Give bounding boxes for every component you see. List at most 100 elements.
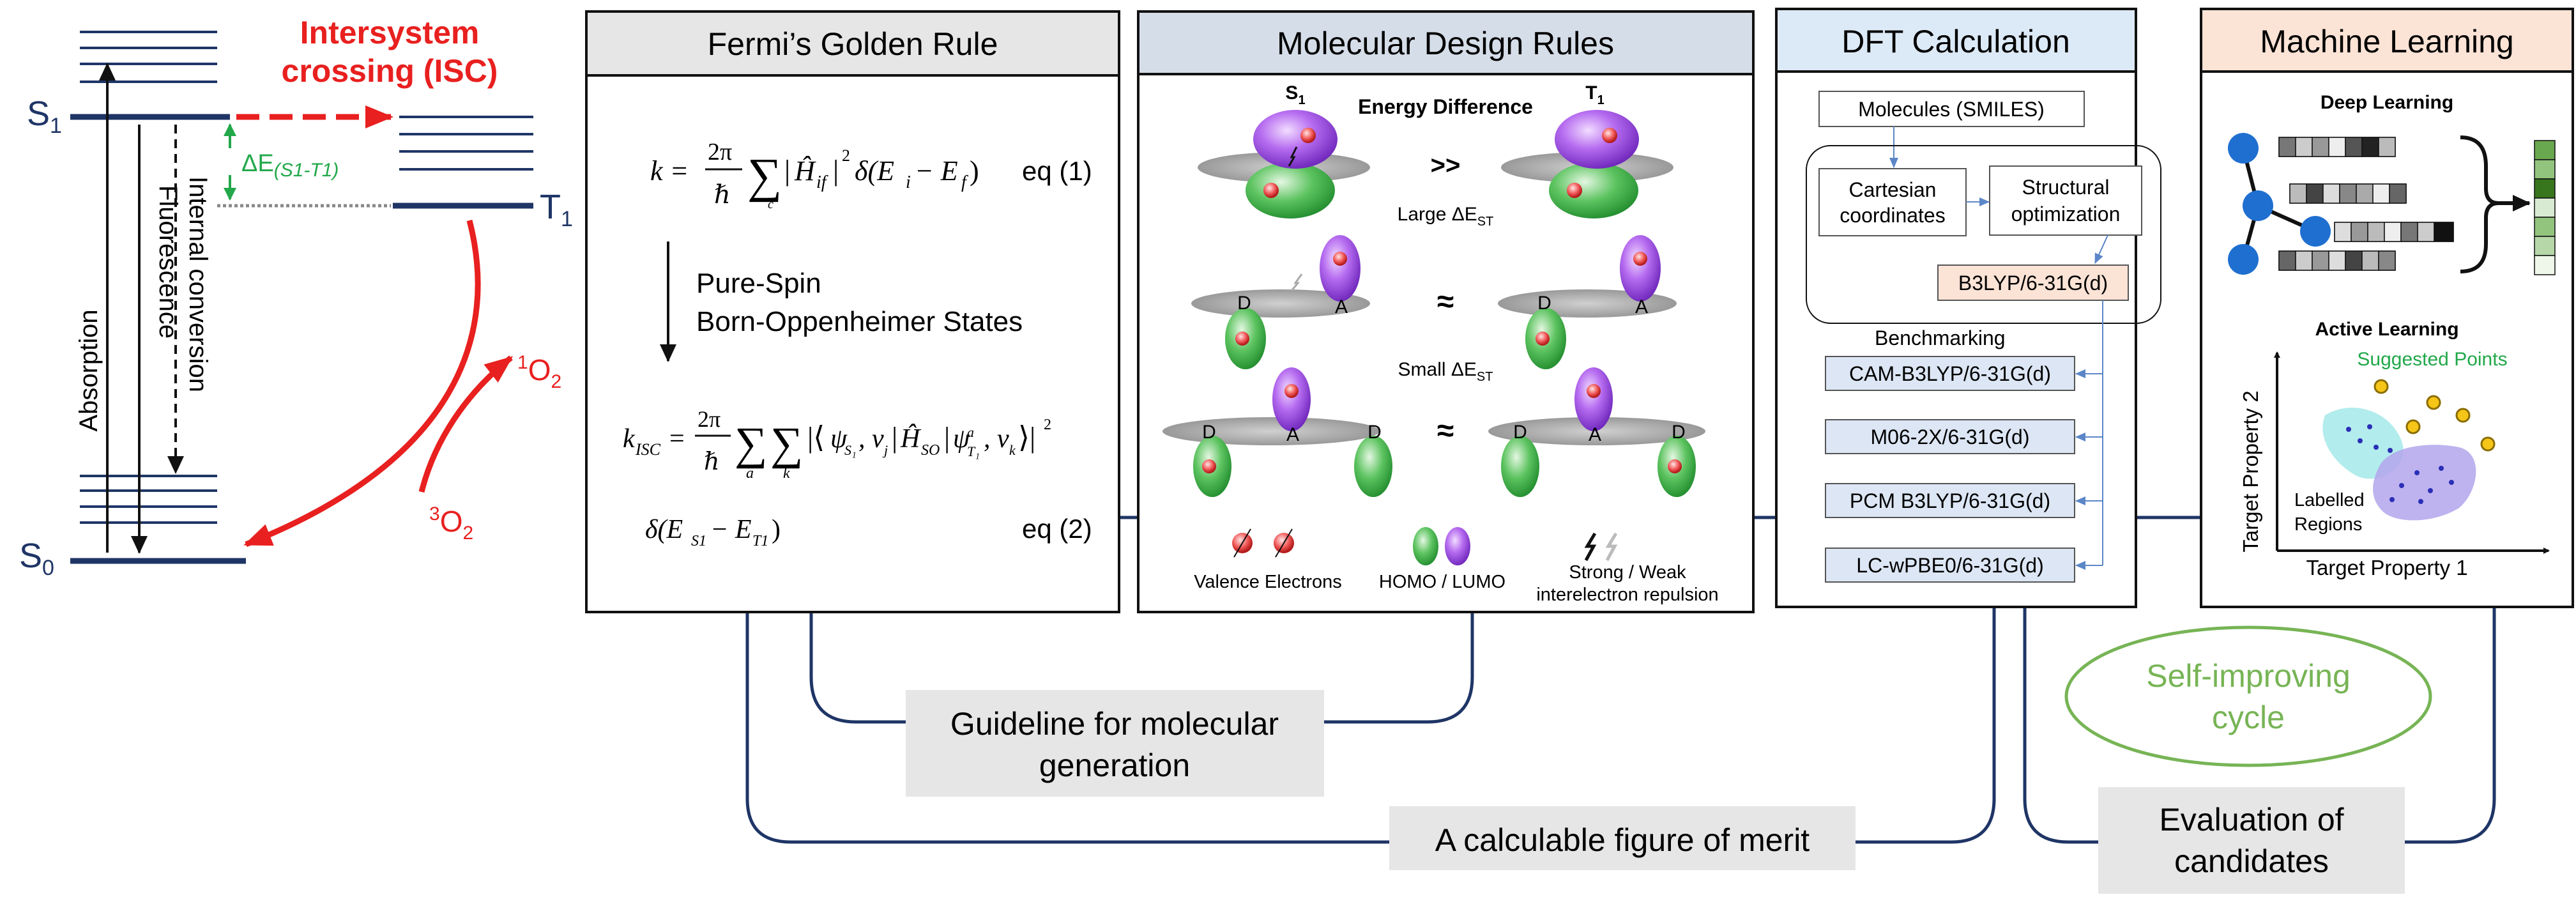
svg-text:A: A bbox=[1589, 424, 1601, 445]
oxygen-excitation-curve bbox=[418, 355, 514, 493]
optimization-group bbox=[1806, 145, 2161, 324]
t1-label: T1 bbox=[540, 188, 573, 231]
svg-text:D: D bbox=[1672, 422, 1686, 443]
svg-text:if: if bbox=[816, 172, 828, 192]
dft-title: DFT Calculation bbox=[1841, 24, 2070, 59]
svg-text:k =: k = bbox=[650, 155, 689, 187]
svg-text:, ν: , ν bbox=[858, 424, 884, 454]
fermi-title: Fermi’s Golden Rule bbox=[708, 26, 998, 62]
method-box bbox=[1825, 483, 2075, 518]
svg-text:|: | bbox=[892, 421, 897, 454]
s1-vibrational-levels bbox=[80, 31, 217, 83]
t1-state-label: T1 bbox=[1585, 82, 1604, 107]
equation-2: k ISC = 2π ℏ ∑ a ∑ k |⟨ ψ S₁ , ν j | Ĥ S… bbox=[623, 406, 1051, 549]
svg-text:2π: 2π bbox=[708, 139, 732, 165]
legend-homo-lumo: HOMO / LUMO bbox=[1379, 572, 1505, 592]
method-box bbox=[1825, 356, 2075, 391]
s1-label: S1 bbox=[27, 95, 62, 138]
absorption-label: Absorption bbox=[75, 309, 103, 431]
suggested-points bbox=[2374, 379, 2496, 452]
svg-text:=: = bbox=[669, 424, 685, 454]
svg-text:2π: 2π bbox=[697, 406, 720, 432]
molecules-label: Molecules (SMILES) bbox=[1858, 98, 2045, 121]
svg-text:i: i bbox=[906, 172, 911, 192]
large-gap-t1-molecule bbox=[1501, 110, 1673, 218]
self-improving-cycle-badge: Self-improving cycle bbox=[2064, 625, 2432, 767]
small-gap-t1-molecule: D A bbox=[1498, 235, 1677, 369]
svg-text:c: c bbox=[768, 197, 774, 211]
approx-sign-1: ≈ bbox=[1437, 285, 1454, 319]
figure-of-merit-note: A calculable figure of merit bbox=[1389, 806, 1856, 870]
design-panel: Molecular Design Rules S1 T1 Energy Diff… bbox=[1137, 10, 1755, 613]
svg-text:− E: − E bbox=[710, 515, 752, 544]
svg-text:A: A bbox=[1335, 296, 1348, 318]
delta-e-label: ΔE(S1-T1) bbox=[241, 150, 339, 181]
svg-text:∑: ∑ bbox=[770, 418, 803, 469]
eq1-label: eq (1) bbox=[1022, 156, 1092, 186]
molecules-box bbox=[1818, 91, 2085, 127]
svg-text:δ(E: δ(E bbox=[855, 155, 894, 187]
internal-conversion-label: Internal conversion bbox=[184, 176, 212, 392]
svg-text:δ(E: δ(E bbox=[645, 515, 683, 544]
benchmarking-label: Benchmarking bbox=[1875, 326, 2006, 349]
legend-repulsion-line1: Strong / Weak bbox=[1569, 562, 1686, 583]
suggested-points-label: Suggested Points bbox=[2357, 349, 2507, 370]
b3lyp-label: B3LYP/6-31G(d) bbox=[1958, 272, 2108, 295]
phosphorescence-energy-transfer-curve bbox=[243, 219, 481, 548]
svg-text:ψ: ψ bbox=[830, 424, 848, 454]
svg-text:A: A bbox=[1635, 296, 1648, 318]
deep-learning-label: Deep Learning bbox=[2321, 92, 2453, 113]
svg-text:): ) bbox=[772, 515, 781, 544]
feature-vectors bbox=[2278, 137, 2454, 271]
y-axis-label: Target Property 2 bbox=[2239, 390, 2262, 552]
molecular-graph-icon bbox=[2228, 133, 2331, 275]
guideline-line2: generation bbox=[1039, 747, 1190, 783]
homo-lumo-legend-icon bbox=[1413, 527, 1470, 565]
structural-line1: Structural bbox=[2022, 176, 2110, 199]
large-delta-label: Large ΔEST bbox=[1398, 204, 1494, 229]
figure-of-merit-label: A calculable figure of merit bbox=[1435, 822, 1810, 858]
method-box bbox=[1825, 419, 2075, 454]
svg-text:D: D bbox=[1537, 293, 1551, 314]
active-learning-label: Active Learning bbox=[2315, 319, 2458, 340]
labelled-points bbox=[2346, 424, 2454, 504]
t1-vibrational-levels bbox=[399, 116, 533, 171]
fermi-header bbox=[585, 10, 1120, 77]
transform-line2: Born-Oppenheimer States bbox=[696, 306, 1023, 337]
s1-state-label: S1 bbox=[1285, 82, 1305, 107]
svg-text:Ĥ: Ĥ bbox=[794, 155, 816, 187]
fluorescence-label: Fluorescence bbox=[154, 185, 182, 339]
svg-text:k: k bbox=[623, 424, 636, 454]
svg-text:2: 2 bbox=[842, 146, 850, 165]
svg-text:D: D bbox=[1237, 293, 1251, 314]
equation-1: k = 2π ℏ ∑ c | Ĥ if | 2 δ(E i − E f ) bbox=[650, 139, 979, 211]
svg-text:ℏ: ℏ bbox=[714, 180, 731, 209]
x-axis-label: Target Property 1 bbox=[2306, 556, 2467, 579]
benchmark-methods: CAM-B3LYP/6-31G(d) M06-2X/6-31G(d) PCM B… bbox=[1825, 356, 2103, 583]
svg-text:j: j bbox=[882, 442, 888, 458]
structural-box bbox=[1989, 165, 2142, 236]
b3lyp-box bbox=[1937, 264, 2129, 301]
svg-text:D: D bbox=[1368, 422, 1382, 443]
energy-difference-label: Energy Difference bbox=[1358, 95, 1533, 118]
svg-text:|: | bbox=[833, 154, 839, 187]
dad-t1-molecule: D A D bbox=[1488, 367, 1705, 497]
design-header bbox=[1137, 10, 1755, 75]
isc-label-line1: Intersystem bbox=[300, 15, 480, 50]
labelled-line2: Regions bbox=[2294, 514, 2362, 535]
isc-label-line2: crossing (ISC) bbox=[282, 53, 498, 89]
svg-text:D: D bbox=[1513, 422, 1527, 443]
svg-text:T₁: T₁ bbox=[967, 443, 980, 459]
valence-electron-legend-icon bbox=[1232, 528, 1294, 558]
svg-text:S₁: S₁ bbox=[844, 442, 857, 458]
output-vector bbox=[2534, 140, 2556, 275]
svg-text:, ν: , ν bbox=[984, 424, 1009, 454]
svg-text:∑: ∑ bbox=[735, 418, 767, 469]
jablonski-diagram: S1 T1 S0 Absorption Fluorescence Interna… bbox=[19, 15, 573, 580]
self-improving-line2: cycle bbox=[2212, 700, 2285, 735]
method-label: M06-2X/6-31G(d) bbox=[1871, 425, 2030, 448]
svg-text:− E: − E bbox=[915, 155, 958, 187]
structural-line2: optimization bbox=[2011, 203, 2121, 226]
svg-text:|: | bbox=[944, 421, 950, 454]
